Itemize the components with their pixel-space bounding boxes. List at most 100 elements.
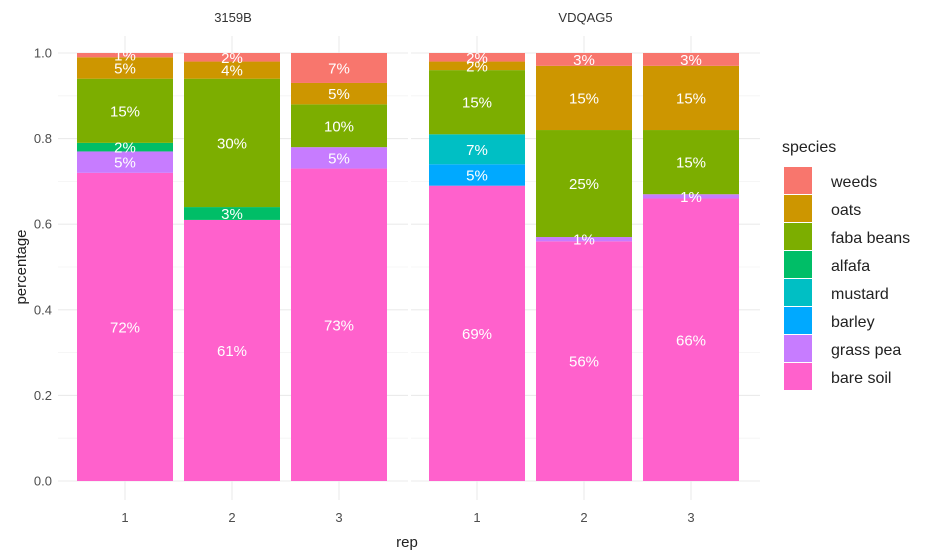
y-tick-label: 0.6 [34,217,52,232]
bar-segment-barley [429,164,525,186]
facet-panel: VDQAG5 69% 5% 7% 15% 2%2% 1 56% 1% 25% 15% 3% 2 66% 1%… [411,10,760,525]
bar-segment-bare-soil [77,172,173,481]
bar-segment-faba-beans [429,70,525,135]
data-label: 5% [328,150,350,167]
legend-item: mustard [784,279,889,306]
legend-label: faba beans [831,230,910,247]
bar-segment-grass-pea [291,147,387,169]
bar-segment-oats [291,82,387,105]
data-label: 7% [328,60,350,77]
data-label: 1% [680,189,702,206]
legend-label: alfafa [831,258,870,275]
legend-item: barley [784,307,875,334]
data-label: 30% [217,135,247,152]
data-label: 61% [217,343,247,360]
bar-segment-oats [184,61,280,79]
legend-item: alfafa [784,251,870,278]
legend-label: oats [831,202,861,219]
bar-segment-grass-pea [77,151,173,173]
bar-segment-alfafa [77,142,173,152]
x-axis-title: rep [396,534,418,551]
bar-segment-bare-soil [429,185,525,481]
data-label: 15% [569,90,599,107]
data-label: 72% [110,319,140,336]
legend-title: species [782,139,836,156]
legend-item: weeds [784,167,877,194]
bar-segment-grass-pea [536,237,632,242]
bar-segment-weeds [184,53,280,62]
data-label: 5% [328,86,350,103]
bar-segment-oats [643,65,739,131]
legend-item: faba beans [784,223,910,250]
bar-segment-oats [429,61,525,71]
data-label: 2% [466,58,488,75]
x-tick-label: 1 [121,510,128,525]
data-label: 15% [676,155,706,172]
bar-stack: 72%5%2%15%5%1% [77,48,173,481]
legend-label: barley [831,314,875,331]
bar-segment-bare-soil [184,219,280,482]
data-label: 73% [324,317,354,334]
legend-label: grass pea [831,342,901,359]
data-label: 4% [221,63,243,80]
legend-item: oats [784,195,861,222]
data-label: 5% [114,60,136,77]
data-label: 2% [221,50,243,67]
bar-stack: 66% 1% 15% 15% 3% [643,52,739,481]
legend: species weeds oats faba beans alfafa mustard… [782,139,910,390]
y-tick-label: 0.4 [34,302,52,317]
bar-segment-bare-soil [536,241,632,481]
facet-title: 3159B [214,10,252,25]
data-label: 2% [466,50,488,67]
x-tick-label: 1 [473,510,480,525]
legend-key [784,251,812,278]
data-label: 5% [114,155,136,172]
y-tick-label: 0.2 [34,388,52,403]
legend-label: mustard [831,286,889,303]
data-label: 69% [462,326,492,343]
x-tick-label: 3 [335,510,342,525]
bar-segment-faba-beans [291,104,387,148]
bar-segment-faba-beans [643,130,739,195]
legend-label: bare soil [831,370,891,387]
legend-key [784,195,812,222]
y-axis-title: percentage [13,229,30,304]
bar-segment-mustard [429,134,525,165]
bar-segment-weeds [643,53,739,66]
bar-segment-faba-beans [536,130,632,238]
bar-segment-weeds [77,53,173,58]
bar-segment-oats [77,57,173,79]
data-label: 56% [569,354,599,371]
y-tick-label: 0.8 [34,131,52,146]
legend-label: weeds [830,174,877,191]
facet-title: VDQAG5 [558,10,612,25]
data-label: 1% [573,232,595,249]
bar-segment-weeds [291,53,387,83]
bar-segment-weeds [429,53,525,62]
bar-segment-bare-soil [643,198,739,481]
bar-segment-faba-beans [184,78,280,208]
x-tick-label: 2 [580,510,587,525]
x-tick-label: 2 [228,510,235,525]
data-label: 7% [466,142,488,159]
data-label: 2% [114,140,136,157]
y-tick-label: 1.0 [34,46,52,61]
legend-key [784,167,812,194]
data-label: 66% [676,332,706,349]
bar-segment-bare-soil [291,168,387,481]
data-label: 25% [569,176,599,193]
bar-segment-faba-beans [77,78,173,143]
legend-key [784,307,812,334]
data-label: 3% [573,52,595,69]
legend-key [784,223,812,250]
data-label: 15% [676,90,706,107]
data-label: 15% [110,103,140,120]
bar-segment-weeds [536,53,632,66]
bar-stack: 73% 5% 10% 5% 7% [291,53,387,481]
bar-segment-alfafa [184,207,280,220]
legend-item: bare soil [784,363,891,390]
legend-key [784,363,812,390]
data-label: 3% [221,206,243,223]
legend-key [784,279,812,306]
